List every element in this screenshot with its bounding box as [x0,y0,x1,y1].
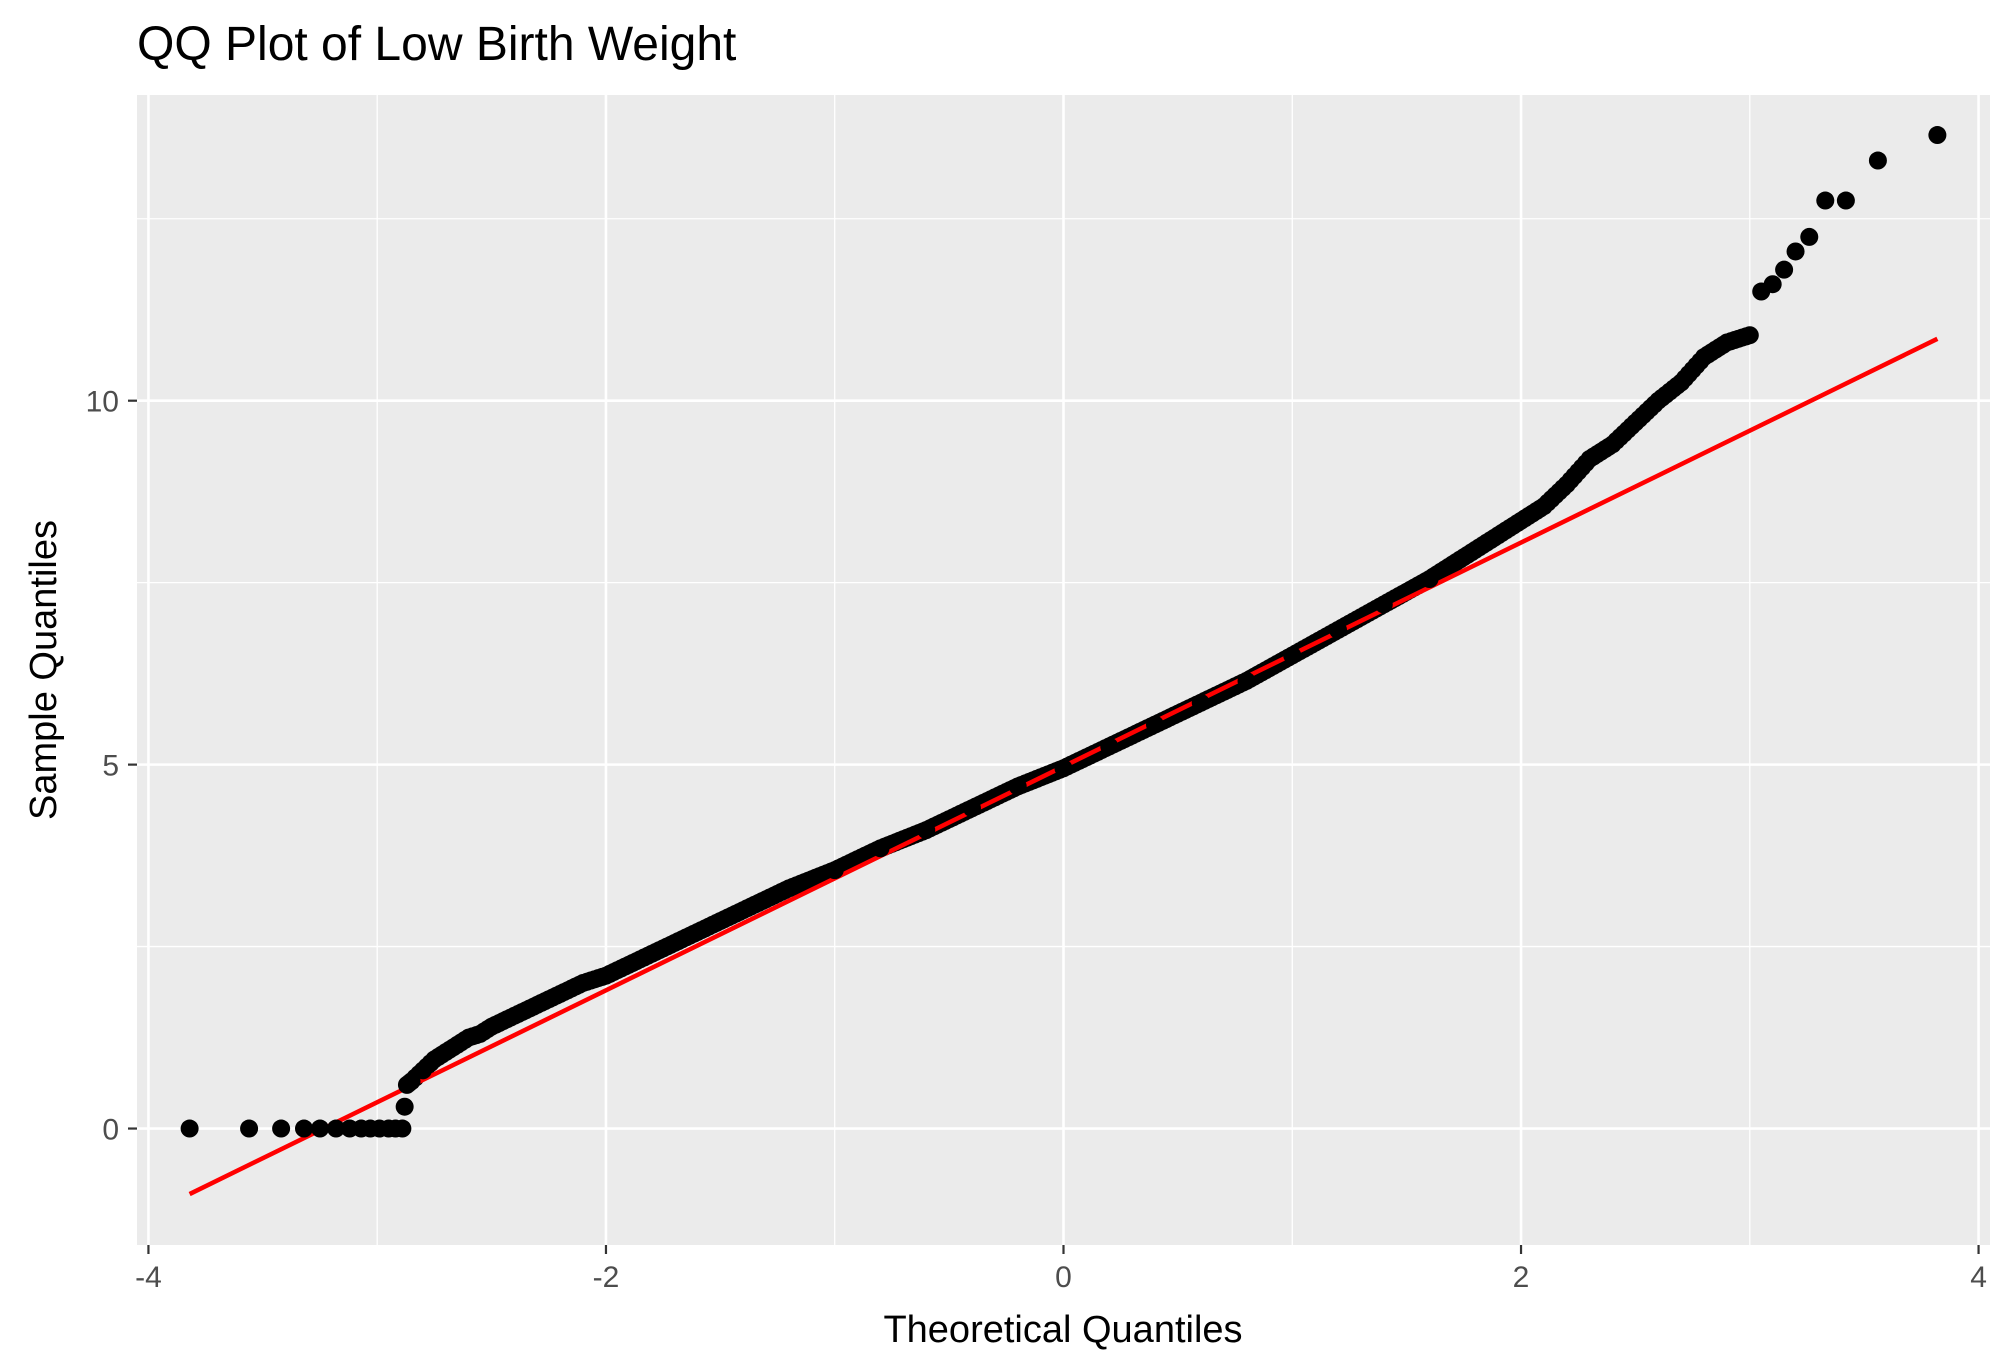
axes: -4 -2 0 2 4 0 5 10 [86,386,1987,1294]
qq-point [1191,693,1210,712]
qq-point [393,1119,412,1138]
x-tick-label: 2 [1513,1261,1530,1294]
qq-point [327,1119,346,1138]
qq-point-fill [395,1097,414,1116]
qq-point [272,1119,291,1138]
qq-point [180,1119,199,1138]
qq-point [596,966,615,985]
data-points [180,126,1947,1138]
grid-lines [137,95,1990,1245]
chart-title: QQ Plot of Low Birth Weight [137,18,736,71]
x-tick-label: -2 [593,1261,620,1294]
qq-point [1672,373,1691,392]
qq-point [505,1006,524,1025]
qq-point [1800,227,1819,246]
qq-point [1649,391,1668,410]
y-axis-title: Sample Quantiles [23,520,65,820]
x-tick-label: 4 [1970,1261,1987,1294]
qq-point [642,944,661,963]
qq-point [240,1119,259,1138]
qq-point [528,995,547,1014]
qq-point [1836,191,1855,210]
qq-point [1100,737,1119,756]
x-axis-title: Theoretical Quantiles [883,1309,1242,1351]
qq-point [1580,449,1599,468]
qq-point [962,799,981,818]
qq-point [779,879,798,898]
qq-point [871,839,890,858]
qq-point [1466,540,1485,559]
qq-point [1054,759,1073,778]
qq-point [482,1017,501,1036]
qq-point [1775,260,1794,279]
qq-point [1374,595,1393,614]
qq-point [1928,126,1947,145]
qq-point [825,861,844,880]
qq-point [1420,570,1439,589]
qq-point [688,923,707,942]
qq-point [1534,497,1553,516]
qq-point [551,984,570,1003]
x-tick-label: -4 [135,1261,162,1294]
qq-point [574,973,593,992]
qq-point [1603,435,1622,454]
qq-point [1557,475,1576,494]
qq-point [294,1119,313,1138]
x-tick-label: 0 [1055,1261,1072,1294]
qq-point [311,1119,330,1138]
qq-point [402,1072,421,1091]
qq-point [1283,646,1302,665]
qq-point [1868,151,1887,170]
y-tick-label: 10 [86,386,119,419]
qq-point [1146,715,1165,734]
y-tick-label: 5 [102,750,119,783]
qq-point [1512,511,1531,530]
qq-point [1786,242,1805,261]
y-tick-label: 0 [102,1114,119,1147]
qq-point [1740,326,1759,345]
qq-point [1237,671,1256,690]
qq-point [734,901,753,920]
qq-point [1626,413,1645,432]
qq-point [1329,620,1348,639]
qq-point [917,821,936,840]
qq-point [1717,333,1736,352]
qq-point [1695,348,1714,367]
qq-point [1816,191,1835,210]
qq-point [1763,275,1782,294]
qq-point [1008,777,1027,796]
qq-point [413,1061,432,1080]
